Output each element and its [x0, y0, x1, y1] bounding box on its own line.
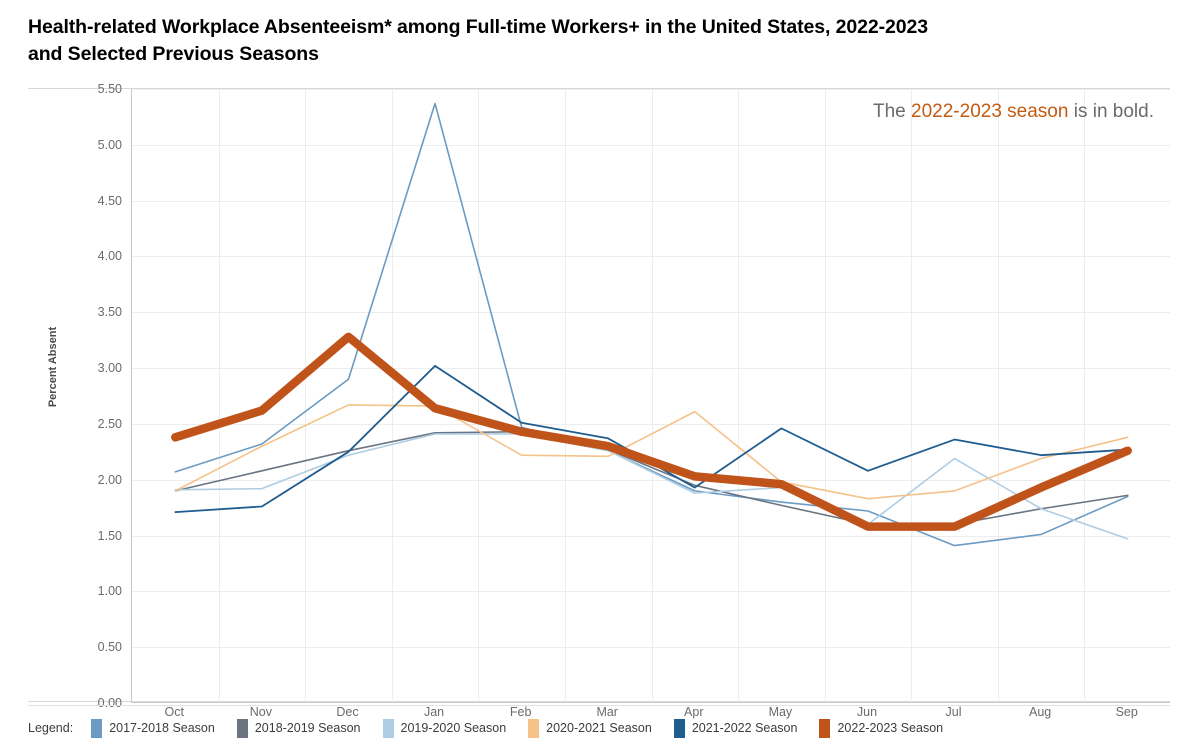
gridline-vertical: [305, 89, 307, 703]
gridline-vertical: [911, 89, 913, 703]
gridline-vertical: [738, 89, 740, 703]
plot-area: The 2022-2023 season is in bold.: [131, 89, 1170, 703]
legend-swatch-icon: [819, 718, 831, 738]
y-axis-tick-labels: 0.00 0.50 1.00 1.50 2.00 2.50 3.00 3.50 4.00 4.50…: [66, 82, 122, 710]
legend-item-label: 2021-2022 Season: [691, 721, 798, 735]
legend-swatch-icon: [673, 718, 685, 738]
gridline-vertical: [478, 89, 480, 703]
gridline-vertical: [391, 89, 393, 703]
legend-item-2017-2018-season[interactable]: 2017-2018 Season: [91, 718, 215, 738]
x-axis-baseline: [132, 702, 1170, 703]
gridline-vertical: [651, 89, 653, 703]
legend-item-2022-2023-season[interactable]: 2022-2023 Season: [819, 718, 944, 738]
legend-divider: [28, 705, 1170, 706]
gridline-horizontal: [132, 200, 1170, 202]
gridline-horizontal: [132, 423, 1170, 425]
gridline-horizontal: [132, 256, 1170, 258]
y-tick-4.00: 4.00: [97, 249, 122, 264]
gridline-horizontal: [132, 312, 1170, 314]
y-tick-2.50: 2.50: [97, 416, 122, 431]
chart-legend: Legend: 2017-2018 Season 2018-2019 Season…: [28, 712, 1170, 744]
legend-title: Legend:: [28, 721, 74, 735]
legend-swatch-icon: [382, 718, 394, 738]
gridline-horizontal: [132, 144, 1170, 146]
legend-swatch-icon: [236, 718, 248, 738]
y-tick-5.00: 5.00: [97, 137, 122, 152]
bold-season-annotation: The 2022-2023 season is in bold.: [873, 101, 1154, 123]
y-tick-5.50: 5.50: [97, 82, 122, 96]
chart-title-line-2: and Selected Previous Seasons: [28, 43, 319, 65]
y-tick-4.50: 4.50: [97, 193, 122, 208]
gridline-vertical: [218, 89, 220, 703]
y-tick-3.50: 3.50: [97, 305, 122, 320]
legend-item-label: 2020-2021 Season: [546, 721, 652, 735]
series-line-2017-2018-season: [174, 102, 1129, 547]
legend-item-2021-2022-season[interactable]: 2021-2022 Season: [673, 718, 798, 738]
legend-item-label: 2018-2019 Season: [254, 721, 361, 735]
x-tick-aug: Aug: [1029, 705, 1052, 719]
x-tick-jul: Jul: [945, 705, 962, 719]
x-tick-nov: Nov: [249, 705, 272, 719]
gridline-vertical: [824, 89, 826, 703]
gridline-horizontal: [132, 368, 1170, 370]
x-tick-sep: Sep: [1115, 705, 1138, 719]
chart-title: Health-related Workplace Absenteeism* am…: [28, 14, 1168, 68]
legend-items: 2017-2018 Season 2018-2019 Season 2019-202…: [91, 718, 965, 738]
x-tick-mar: Mar: [596, 705, 618, 719]
gridline-horizontal: [132, 479, 1170, 481]
annotation-prefix: The: [873, 101, 912, 122]
series-lines: [171, 102, 1132, 547]
series-line-2021-2022-season: [174, 364, 1129, 514]
x-tick-jun: Jun: [856, 705, 878, 719]
annotation-highlight: 2022-2023 season: [911, 101, 1069, 122]
legend-swatch-icon: [91, 718, 103, 738]
x-tick-feb: Feb: [509, 705, 532, 719]
x-tick-jan: Jan: [423, 705, 445, 719]
plot-wrapper: 0.00 0.50 1.00 1.50 2.00 2.50 3.00 3.50 4.00 4.50…: [28, 82, 1170, 710]
x-tick-apr: Apr: [684, 705, 704, 719]
legend-item-label: 2017-2018 Season: [109, 721, 215, 735]
x-tick-may: May: [768, 705, 793, 719]
x-axis-tick-labels: Oct Nov Dec Jan Feb Mar Apr May Jun Jul Aug Sep: [131, 705, 1170, 731]
gridline-horizontal: [132, 535, 1170, 537]
y-tick-1.50: 1.50: [97, 528, 122, 543]
chart-frame: Percent Absent 0.00 0.50 1.00 1.50 2.00 2.50 3…: [28, 82, 1170, 719]
gridline-vertical: [997, 89, 999, 703]
gridline-vertical: [564, 89, 566, 703]
legend-item-label: 2022-2023 Season: [837, 721, 944, 735]
legend-item-2019-2020-season[interactable]: 2019-2020 Season: [382, 718, 507, 738]
gridline-horizontal: [132, 647, 1170, 649]
legend-item-label: 2019-2020 Season: [400, 721, 507, 735]
gridline-horizontal: [132, 591, 1170, 593]
legend-item-2020-2021-season[interactable]: 2020-2021 Season: [528, 718, 652, 738]
annotation-suffix: is in bold.: [1068, 101, 1154, 122]
series-line-2022-2023-season: [171, 332, 1132, 531]
gridline-vertical: [1084, 89, 1086, 703]
legend-swatch-icon: [528, 718, 540, 738]
chart-title-line-1: Health-related Workplace Absenteeism* am…: [28, 16, 928, 38]
y-tick-0.00: 0.00: [97, 696, 122, 710]
x-tick-oct: Oct: [164, 705, 185, 719]
y-tick-3.00: 3.00: [97, 361, 122, 376]
y-tick-1.00: 1.00: [97, 584, 122, 599]
y-tick-2.00: 2.00: [97, 472, 122, 487]
x-tick-dec: Dec: [336, 705, 359, 719]
series-line-2019-2020-season: [174, 433, 1129, 540]
y-tick-0.50: 0.50: [97, 640, 122, 655]
legend-item-2018-2019-season[interactable]: 2018-2019 Season: [236, 718, 361, 738]
gridline-horizontal: [132, 89, 1170, 90]
series-line-2020-2021-season: [174, 404, 1129, 500]
